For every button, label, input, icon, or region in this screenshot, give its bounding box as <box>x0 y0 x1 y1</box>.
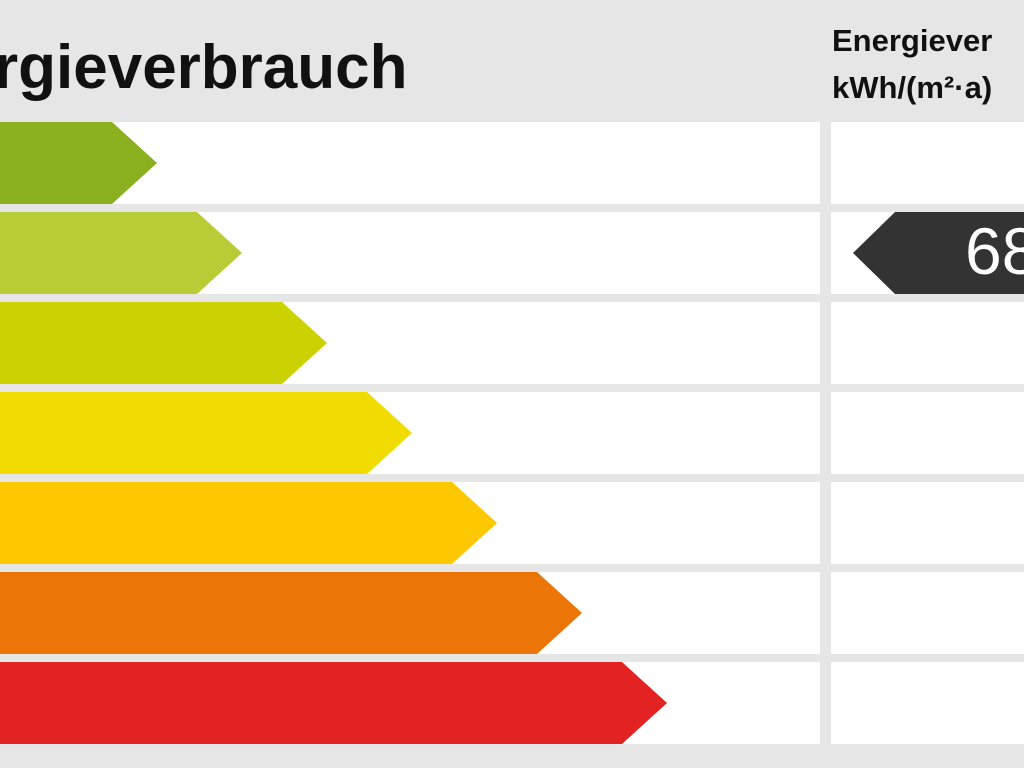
column-title: Energiever <box>832 23 992 58</box>
class-arrow <box>0 122 157 204</box>
row-right <box>831 392 1024 474</box>
row-right <box>831 122 1024 204</box>
label-title: rgieverbrauch <box>0 33 408 102</box>
rows <box>0 122 1024 744</box>
row-right <box>831 302 1024 384</box>
indicator-value: 68 <box>965 214 1024 288</box>
class-arrow <box>0 302 327 384</box>
class-arrow <box>0 572 582 654</box>
column-unit: kWh/(m²·a) <box>832 70 992 105</box>
indicator-arrow <box>853 212 1024 294</box>
class-arrow <box>0 212 242 294</box>
row-right <box>831 662 1024 744</box>
class-arrow <box>0 482 497 564</box>
class-arrow <box>0 392 412 474</box>
class-arrow <box>0 662 667 744</box>
row-right <box>831 572 1024 654</box>
row-right <box>831 482 1024 564</box>
